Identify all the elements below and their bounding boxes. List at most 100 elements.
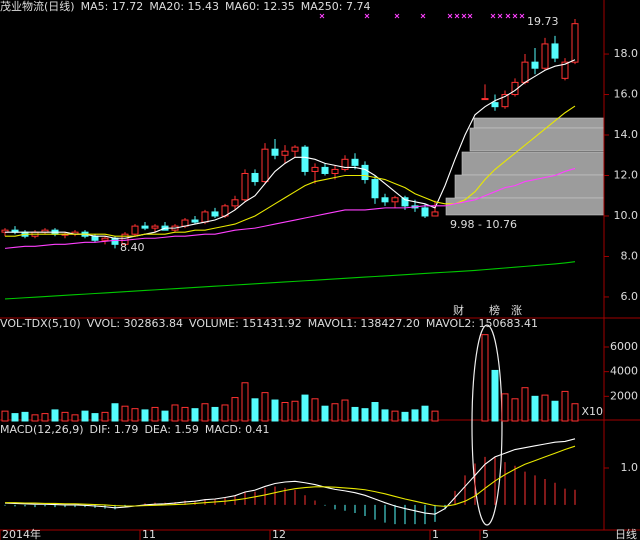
candle-body — [341, 158, 349, 170]
x-tick-label: 11 — [142, 528, 156, 540]
x-tick-label: 12 — [272, 528, 286, 540]
header-item: MA20: 15.43 — [149, 0, 219, 13]
volume-bar — [41, 413, 49, 422]
candle-body — [551, 43, 559, 59]
y-tick-label: 6.0 — [621, 290, 639, 303]
volume-bar — [341, 399, 349, 422]
signal-marker — [394, 13, 400, 19]
volume-bar — [411, 409, 419, 422]
volume-bar — [281, 401, 289, 422]
highlight-ellipse — [471, 324, 503, 526]
signal-marker — [454, 13, 460, 19]
volume-bar — [311, 398, 319, 422]
candle-body — [531, 61, 539, 69]
signal-marker — [512, 13, 518, 19]
candle-body — [431, 211, 439, 217]
header-item: DIF: 1.79 — [90, 423, 139, 436]
volume-bar — [371, 401, 379, 422]
volume-bar — [81, 410, 89, 422]
ma-line — [4, 261, 576, 300]
volume-bar — [351, 406, 359, 422]
candle-body — [141, 225, 149, 229]
volume-bar — [431, 410, 439, 422]
volume-bar — [231, 397, 239, 422]
chip-block — [473, 117, 605, 129]
volume-bar — [301, 394, 309, 422]
signal-marker — [519, 13, 525, 19]
ma-line — [4, 167, 576, 249]
candle-body — [371, 179, 379, 199]
candle-body — [201, 211, 209, 223]
volume-bar — [201, 403, 209, 422]
volume-bar — [91, 413, 99, 422]
annotation: 涨 — [511, 304, 522, 317]
candle-body — [91, 235, 99, 241]
candle-body — [321, 166, 329, 174]
volume-bar — [21, 411, 29, 422]
volume-bar — [391, 410, 399, 422]
candle-body — [521, 61, 529, 83]
y-tick-label: 8.0 — [621, 249, 639, 262]
candle-body — [571, 23, 579, 63]
candle-body — [101, 237, 109, 241]
candle-body — [301, 146, 309, 172]
volume-bar — [171, 404, 179, 422]
header-item: MACD(12,26,9) — [0, 423, 84, 436]
header-item: VVOL: 302863.84 — [87, 317, 183, 330]
volume-bar — [141, 409, 149, 422]
volume-bar — [101, 411, 109, 422]
candle-body — [121, 233, 129, 245]
candle-body — [311, 166, 319, 172]
signal-marker — [467, 13, 473, 19]
volume-bar — [531, 395, 539, 422]
volume-bar — [331, 403, 339, 422]
header-item: MA60: 12.35 — [225, 0, 295, 13]
volume-bar — [241, 382, 249, 422]
volume-bar — [121, 405, 129, 422]
candle-body — [421, 207, 429, 217]
candle-body — [211, 211, 219, 217]
candle-body — [231, 199, 239, 207]
annotation: 榜 — [489, 303, 500, 317]
volume-bar — [61, 411, 69, 422]
y-tick-label: 14.0 — [614, 128, 639, 141]
candle-body — [361, 164, 369, 181]
y-tick-label: 4000 — [610, 365, 638, 378]
signal-marker — [461, 13, 467, 19]
candle-body — [261, 148, 269, 183]
volume-bar — [31, 414, 39, 422]
header-item: 茂业物流(日线) — [0, 0, 75, 13]
candle-body — [501, 94, 509, 108]
x-tick-label: 1 — [432, 528, 439, 540]
x-tick-label: 5 — [482, 528, 489, 540]
candle-body — [191, 219, 199, 223]
y-tick-label: 6000 — [610, 340, 638, 353]
volume-bar — [111, 403, 119, 422]
y-tick-label: 10.0 — [614, 209, 639, 222]
volume-bar — [271, 399, 279, 422]
candle-body — [541, 43, 549, 69]
header-item: MAVOL1: 138427.20 — [308, 317, 420, 330]
volume-bar — [561, 390, 569, 422]
volume-bar — [521, 387, 529, 422]
candle-body — [251, 172, 259, 183]
unit-label: X10 — [581, 405, 603, 418]
header-item: MAVOL2: 150683.41 — [426, 317, 538, 330]
volume-bar — [381, 409, 389, 422]
volume-bar — [191, 408, 199, 422]
volume-bar — [181, 406, 189, 422]
y-tick-label: 18.0 — [614, 47, 639, 60]
signal-marker — [364, 13, 370, 19]
candle-body — [331, 168, 339, 174]
candle-body — [401, 197, 409, 207]
candle-body — [351, 158, 359, 166]
volume-bar — [1, 410, 9, 422]
volume-bar — [541, 394, 549, 422]
candle-body — [561, 61, 569, 79]
volume-bar — [401, 411, 409, 422]
chip-block — [469, 127, 605, 152]
candle-body — [491, 102, 499, 108]
